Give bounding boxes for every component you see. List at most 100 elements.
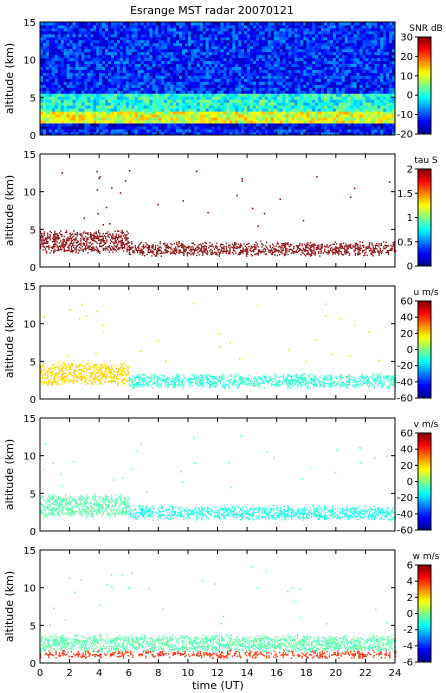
snr-cell [365,108,369,112]
snr-cell [75,30,79,35]
data-point [41,236,43,238]
snr-cell [176,30,180,35]
snr-cell [297,93,301,97]
snr-cell [87,81,91,85]
snr-cell [335,24,340,29]
snr-cell [113,57,118,62]
snr-cell [291,51,295,56]
snr-cell [335,33,340,38]
snr-cell [371,51,375,56]
snr-cell [173,45,177,50]
snr-cell [318,75,322,79]
snr-cell [146,93,150,97]
snr-cell [176,87,180,91]
snr-cell [40,90,44,94]
snr-cell [196,123,201,127]
snr-cell [285,27,289,32]
snr-cell [285,69,289,73]
snr-cell [253,63,257,67]
snr-cell [164,22,168,26]
snr-cell [250,87,254,91]
snr-cell [294,69,298,73]
colorbar-cell [418,91,431,95]
snr-cell [389,114,393,118]
snr-cell [326,108,331,112]
snr-cell [303,48,307,53]
snr-cell [232,99,236,103]
snr-cell [238,72,242,76]
snr-cell [54,27,59,32]
snr-cell [338,81,343,85]
snr-cell [332,63,337,67]
snr-cell [187,126,192,130]
snr-cell [214,27,218,32]
snr-cell [288,117,292,121]
snr-cell [229,105,233,109]
snr-cell [69,75,73,79]
snr-cell [312,120,316,124]
snr-cell [267,36,272,41]
snr-cell [380,117,384,121]
data-point [50,246,52,249]
snr-cell [164,81,168,85]
data-point [97,231,100,233]
snr-cell [176,60,180,65]
snr-cell [276,99,281,103]
snr-cell [324,108,328,112]
snr-cell [102,93,106,97]
snr-cell [350,33,354,38]
snr-cell [255,45,260,50]
snr-cell [113,45,118,50]
snr-cell [93,72,97,76]
snr-cell [140,27,144,32]
snr-cell [193,117,198,121]
snr-cell [108,108,112,112]
snr-cell [294,96,298,100]
snr-cell [108,87,112,91]
snr-cell [318,30,322,35]
snr-cell [208,114,212,118]
snr-cell [321,42,325,47]
data-point [44,247,47,249]
snr-cell [253,22,257,26]
snr-cell [238,63,242,67]
snr-cell [102,22,106,26]
snr-cell [72,105,76,109]
data-point [67,249,69,252]
snr-cell [131,39,136,44]
snr-cell [111,27,115,32]
snr-cell [288,111,292,115]
snr-cell [359,57,363,62]
snr-cell [48,132,53,136]
snr-cell [389,78,393,82]
snr-cell [383,39,387,44]
snr-cell [190,84,195,88]
snr-cell [235,75,239,79]
data-point [49,239,51,241]
snr-cell [232,45,236,50]
snr-cell [223,99,227,103]
snr-cell [72,54,76,59]
snr-cell [335,123,340,127]
snr-cell [321,117,325,121]
snr-cell [146,72,150,76]
snr-cell [244,81,248,85]
snr-cell [238,132,242,136]
snr-cell [350,126,354,130]
colorbar-cell [418,93,431,97]
colorbar-cell [418,63,431,66]
snr-cell [155,126,159,130]
snr-cell [149,63,153,67]
snr-cell [315,126,319,130]
data-point [45,245,48,248]
snr-cell [125,123,130,127]
snr-cell [247,72,251,76]
snr-cell [261,96,266,100]
snr-cell [111,108,115,112]
snr-cell [238,60,242,65]
snr-cell [321,30,325,35]
snr-cell [170,111,174,115]
snr-cell [113,84,118,88]
snr-cell [250,75,254,79]
snr-cell [75,42,79,47]
